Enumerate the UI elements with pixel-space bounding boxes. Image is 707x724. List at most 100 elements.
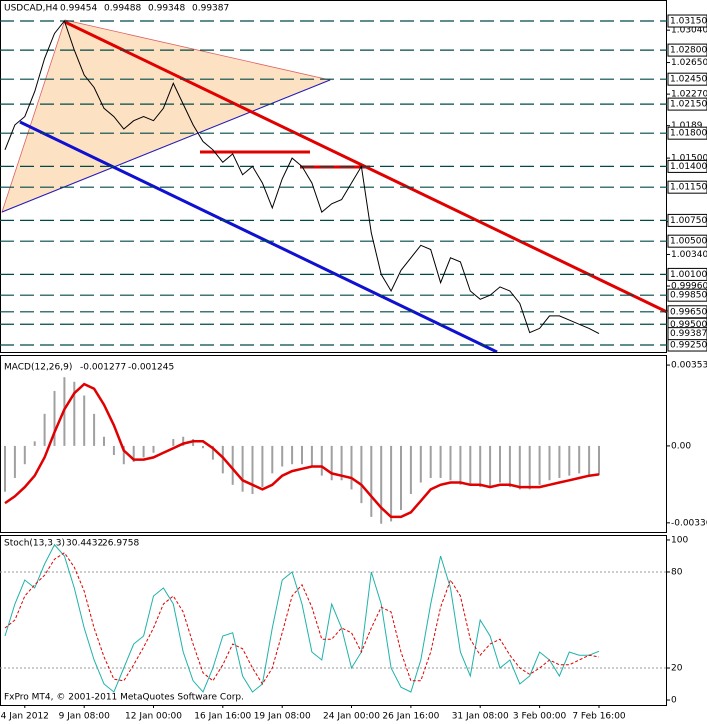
level-label: 0.99850 [670, 291, 707, 301]
histogram-bar [182, 436, 185, 446]
level-label: 1.00500 [670, 237, 707, 247]
level-label: 1.00750 [670, 216, 707, 226]
histogram-bar [558, 445, 561, 478]
y-tick-label: 1.00340 [671, 250, 707, 260]
macd-panel-frame [0, 355, 667, 533]
histogram-bar [409, 445, 412, 494]
footer: FxPro MT4, © 2001-2011 MetaQuotes Softwa… [4, 693, 244, 703]
histogram-bar [211, 445, 214, 460]
level-label: 1.01400 [670, 162, 707, 172]
x-tick-label: 16 Jan 16:00 [194, 712, 251, 722]
histogram-bar [93, 413, 96, 446]
histogram-bar [241, 445, 244, 492]
series-line [4, 382, 600, 519]
histogram-bar [449, 445, 452, 481]
level-label: 1.02800 [670, 46, 707, 56]
y-tick-label: 1.01500 [671, 154, 707, 164]
level-label: 1.01150 [670, 183, 707, 193]
histogram-bar [310, 445, 313, 467]
histogram-bar [152, 445, 155, 453]
y-tick-label: 100 [671, 535, 688, 545]
x-tick-label: 24 Jan 00:00 [323, 712, 380, 722]
histogram-bar [548, 445, 551, 481]
trend-line [1, 79, 331, 213]
histogram-bar [459, 445, 462, 485]
header-value: 30.4432 [66, 539, 103, 549]
histogram-bar [142, 445, 145, 458]
histogram-bar [23, 445, 26, 465]
histogram-bar [132, 445, 135, 462]
level-label-box [667, 126, 707, 140]
histogram-bar [43, 413, 46, 446]
level-label-box [667, 43, 707, 57]
x-tick-label: 26 Jan 16:00 [382, 712, 439, 722]
header-value: -0.001277 [80, 363, 126, 373]
y-tick-label: -0.00336 [671, 518, 707, 528]
histogram-bar [251, 445, 254, 494]
level-label-box [667, 14, 707, 28]
histogram-bar [122, 445, 125, 465]
histogram-bar [400, 445, 402, 511]
histogram-bar [508, 445, 511, 488]
histogram-bar [360, 445, 363, 504]
header-value: 0.99454 [60, 4, 97, 14]
histogram-bar [281, 445, 284, 467]
level-label-box [667, 234, 707, 248]
header-value: 0.99387 [192, 4, 229, 14]
x-tick-label: 12 Jan 00:00 [125, 712, 182, 722]
series-line [4, 552, 600, 685]
histogram-bar [103, 436, 105, 446]
y-tick-label: 1.02270 [671, 90, 707, 100]
histogram-bar [261, 445, 264, 488]
level-label: 1.00100 [670, 270, 707, 280]
histogram-bar [518, 445, 521, 490]
histogram-bar [4, 445, 6, 492]
histogram-bar [320, 445, 323, 476]
histogram-bar [390, 445, 393, 522]
histogram-bar [499, 445, 501, 483]
last-price-label: 0.99387 [670, 329, 707, 339]
x-tick-label: 3 Feb 00:00 [513, 712, 567, 722]
support-line [19, 120, 498, 354]
level-label-box [667, 213, 707, 227]
histogram-bar [429, 445, 432, 478]
x-tick-label: 19 Jan 08:00 [254, 712, 311, 722]
y-tick-label: 1.03040 [671, 26, 707, 36]
y-tick-label: 0 [671, 696, 677, 706]
level-label: 1.01800 [670, 129, 707, 139]
panel-title: MACD(12,26,9) [4, 363, 72, 373]
histogram-bar [231, 445, 234, 485]
histogram-bar [330, 445, 333, 481]
level-label-box [667, 267, 707, 281]
histogram-bar [301, 445, 303, 465]
header-value: -0.001245 [128, 363, 174, 373]
level-label: 1.02450 [670, 75, 707, 85]
level-label-box [667, 72, 707, 86]
histogram-bar [291, 445, 294, 465]
histogram-bar [528, 445, 531, 490]
histogram-bar [13, 445, 16, 478]
histogram-bar [370, 445, 373, 517]
histogram-bar [479, 445, 482, 488]
y-tick-label: 1.02650 [671, 58, 707, 68]
level-label: 0.99500 [670, 320, 707, 330]
histogram-bar [588, 445, 591, 476]
histogram-bar [202, 445, 204, 449]
series-line [4, 543, 600, 693]
price-panel-frame [0, 0, 667, 353]
level-label-box [667, 180, 707, 194]
histogram-bar [538, 445, 541, 485]
y-tick-label: 0.00 [671, 441, 691, 451]
histogram-bar [350, 445, 353, 490]
level-label-box [667, 288, 707, 302]
y-tick-label: 80 [671, 567, 683, 577]
histogram-bar [489, 445, 492, 488]
last-price-box [667, 327, 707, 341]
y-tick-label: 0.00353 [671, 361, 707, 371]
y-tick-label: 0.99960 [671, 282, 707, 292]
histogram-bar [340, 445, 343, 481]
y-tick-label: 20 [671, 664, 683, 674]
histogram-bar [578, 445, 581, 474]
histogram-bar [439, 445, 442, 478]
level-label: 1.03150 [670, 17, 707, 27]
